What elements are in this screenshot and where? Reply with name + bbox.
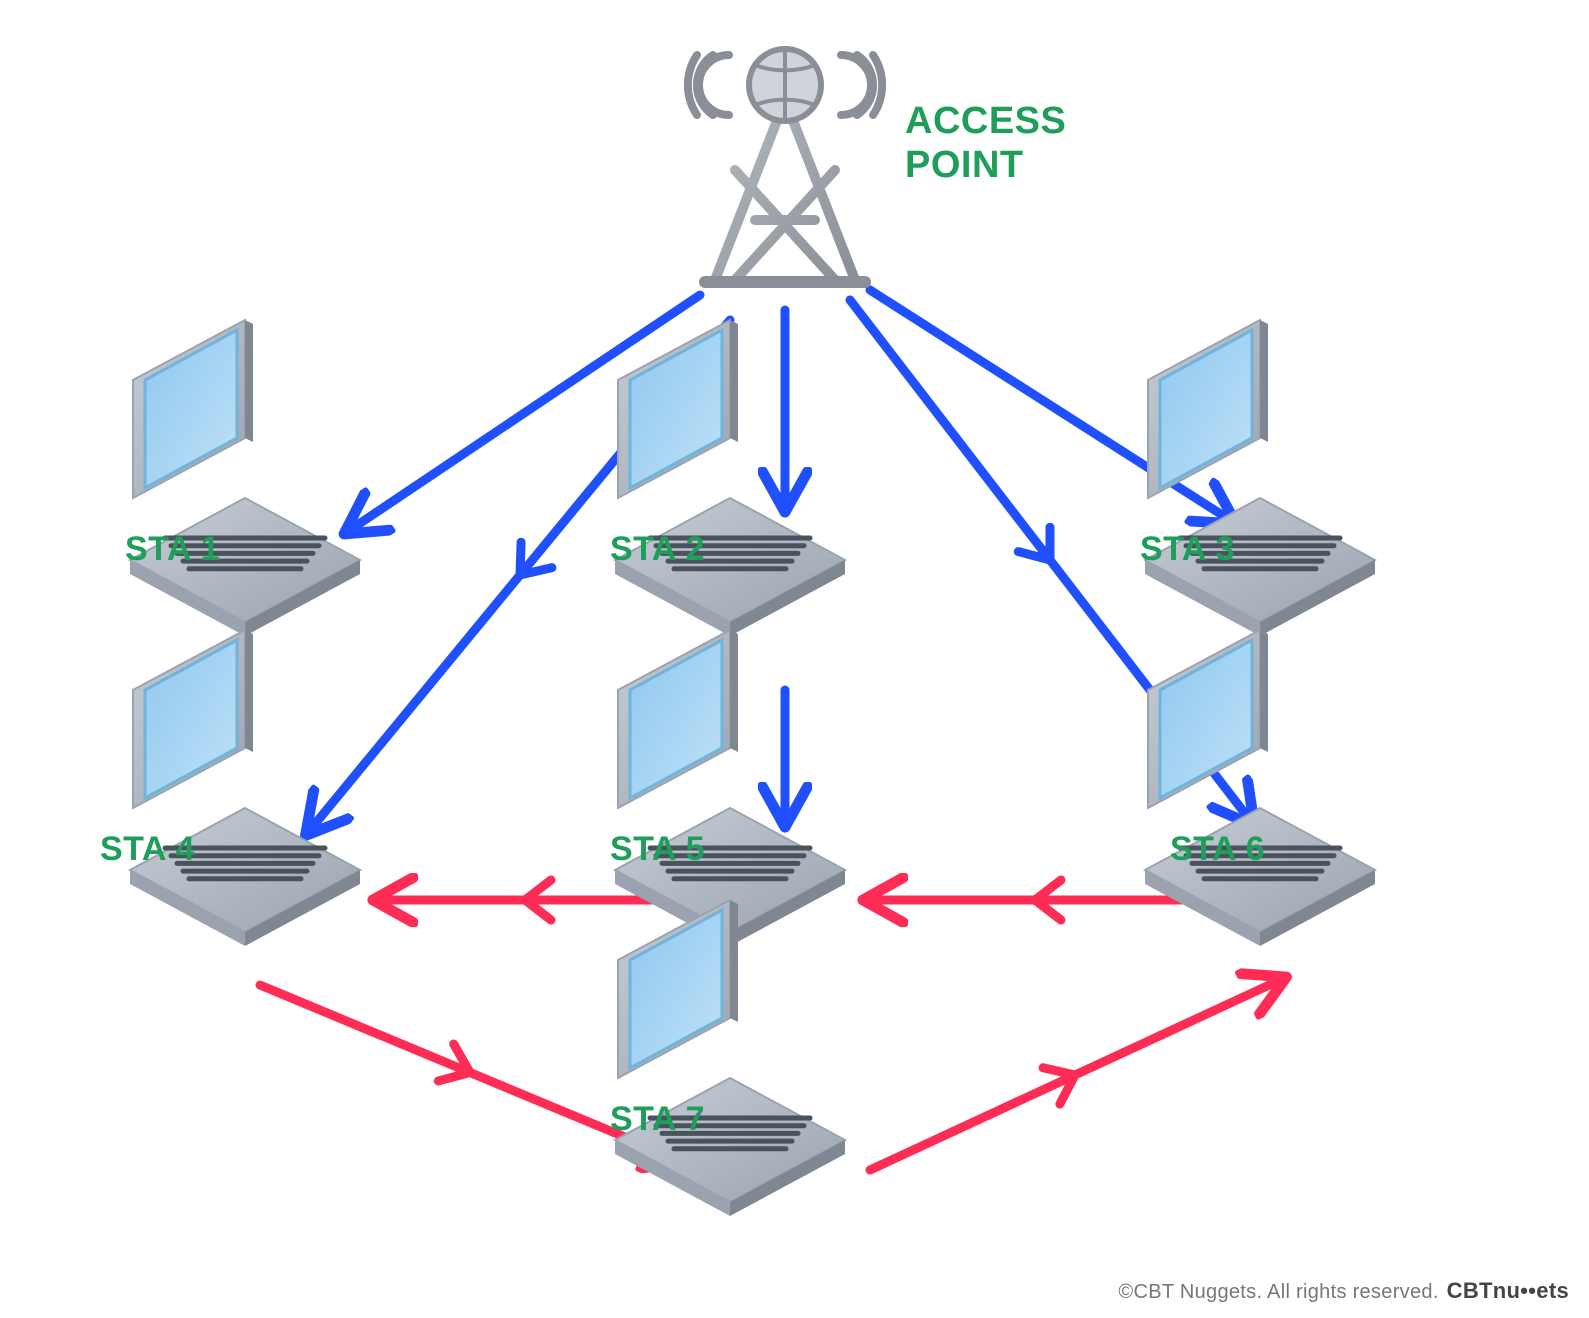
laptop-icon xyxy=(615,630,845,946)
sta7-label: STA 7 xyxy=(610,1100,705,1139)
diagram-canvas xyxy=(0,0,1589,1318)
sta3-label: STA 3 xyxy=(1140,530,1235,569)
laptop-icon xyxy=(1145,320,1375,636)
sta5-label: STA 5 xyxy=(610,830,705,869)
access-point-label: ACCESS POINT xyxy=(905,100,1066,187)
access-point-icon xyxy=(688,49,882,282)
footer: ©CBT Nuggets. All rights reserved. CBTnu… xyxy=(1118,1278,1569,1304)
laptop-icon xyxy=(1145,630,1375,946)
brand-logo: CBTnu••ets xyxy=(1447,1278,1569,1304)
sta6-label: STA 6 xyxy=(1170,830,1265,869)
laptop-icon xyxy=(615,320,845,636)
nodes-layer xyxy=(130,49,1375,1216)
sta1-label: STA 1 xyxy=(125,530,220,569)
sta4-label: STA 4 xyxy=(100,830,195,869)
laptop-icon xyxy=(130,320,360,636)
copyright-text: ©CBT Nuggets. All rights reserved. xyxy=(1118,1281,1438,1304)
sta2-label: STA 2 xyxy=(610,530,705,569)
laptop-icon xyxy=(615,900,845,1216)
laptop-icon xyxy=(130,630,360,946)
